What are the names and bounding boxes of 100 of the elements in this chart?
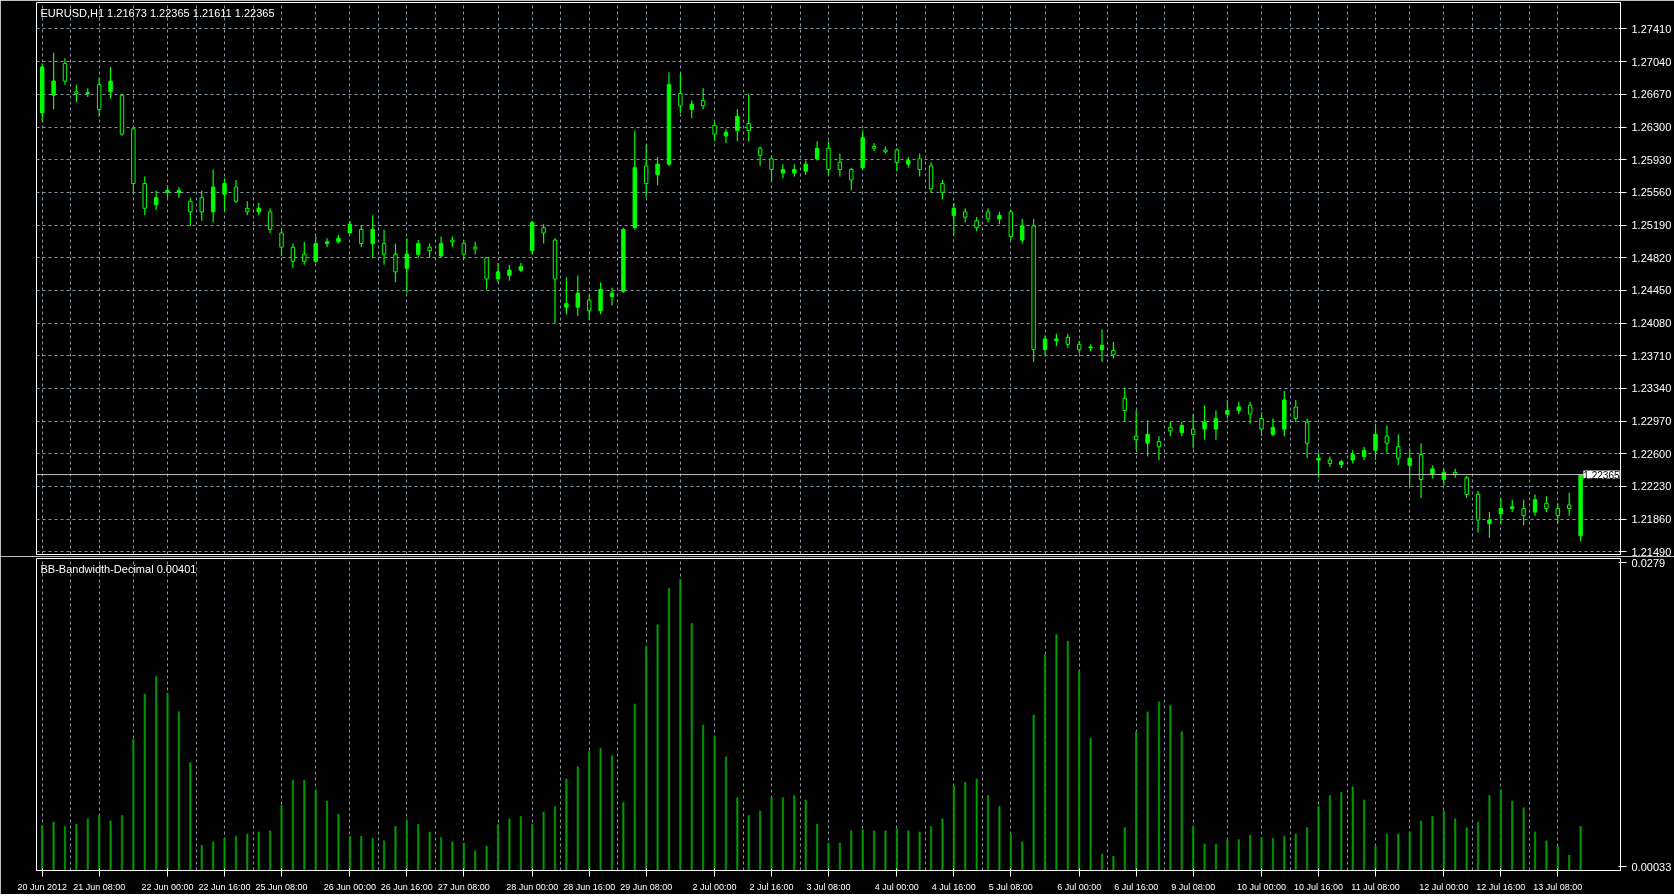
candlestick [1532,493,1538,517]
candlestick [393,243,398,284]
candlestick [951,202,957,236]
candlestick [1225,399,1230,420]
candlestick [1213,409,1219,441]
candlestick [746,92,751,142]
candlestick [1270,417,1276,437]
candlestick [564,276,569,315]
candlestick [313,235,318,264]
candlestick [302,241,307,266]
x-tick-label: 11 Jul 08:00 [1351,881,1400,892]
candlestick [279,228,284,257]
candlestick [894,147,900,172]
x-tick-label: 26 Jun 16:00 [380,881,433,892]
candlestick [222,177,227,213]
y-tick-label: 0.0279 [1631,556,1666,569]
candlestick [575,274,580,317]
candlestick [1498,497,1504,525]
y-tick-label: 1.26670 [1631,88,1672,101]
candlestick [438,235,444,259]
x-tick-label: 25 Jun 08:00 [255,881,308,892]
x-tick-label: 4 Jul 16:00 [931,881,976,892]
candlestick [1373,423,1378,461]
candlestick [1202,404,1207,441]
candlestick [1396,433,1401,466]
candlestick [723,128,729,144]
x-tick-label: 12 Jul 00:00 [1419,881,1469,892]
x-tick-label: 10 Jul 16:00 [1294,881,1344,892]
candlestick [188,197,193,227]
candlestick [1555,502,1561,525]
y-tick-label: 1.21490 [1631,545,1672,558]
candlestick [598,281,603,315]
x-tick-label: 6 Jul 00:00 [1057,881,1102,892]
y-tick-label: 1.23710 [1631,349,1672,362]
candlestick [700,87,706,110]
y-tick-label: 1.25560 [1631,186,1672,199]
y-tick-label: 1.24080 [1631,317,1672,330]
candlestick [1122,386,1127,423]
candlestick [678,73,683,114]
y-tick-label: 1.25930 [1631,153,1672,166]
x-tick-label: 21 Jun 08:00 [73,881,126,892]
candlestick [757,145,763,167]
candlestick [1567,492,1572,517]
candlestick [1316,452,1321,479]
x-tick-label: 5 Jul 08:00 [988,881,1033,892]
candlestick [928,161,934,193]
candlestick [655,156,660,186]
chart-title: EURUSD,H1 1.21673 1.22365 1.21611 1.22365 [40,6,275,19]
candlestick [586,294,592,321]
candlestick [153,190,159,211]
x-tick-label: 22 Jun 16:00 [198,881,251,892]
candlestick [735,108,740,142]
x-tick-label: 26 Jun 00:00 [323,881,376,892]
chart-title: BB-Bandwidth-Decimal 0.00401 [40,562,197,575]
candlestick [643,144,649,199]
candlestick [233,179,239,204]
candlestick [1327,455,1333,468]
candlestick [1145,419,1150,458]
candlestick [62,57,68,86]
candlestick [359,225,364,248]
candlestick [1521,499,1526,526]
y-tick-label: 1.22600 [1631,447,1672,460]
candlestick [370,214,375,259]
y-tick-label: 1.21860 [1631,513,1672,526]
x-tick-label: 9 Jul 08:00 [1171,881,1216,892]
x-tick-label: 10 Jul 00:00 [1237,881,1287,892]
y-tick-label: 1.22970 [1631,415,1672,428]
y-tick-label: 1.25190 [1631,219,1672,232]
y-tick-label: 1.27040 [1631,55,1672,68]
candlestick [176,186,182,199]
x-tick-label: 2 Jul 00:00 [692,881,737,892]
candlestick [51,52,56,110]
candlestick [917,152,922,178]
x-tick-label: 29 Jun 08:00 [620,881,673,892]
candlestick [837,152,843,178]
y-tick-label: 0.00033 [1631,860,1672,873]
candlestick [1487,511,1492,539]
x-tick-label: 22 Jun 00:00 [141,881,194,892]
candlestick [1190,413,1196,450]
candlestick [541,223,546,245]
x-tick-label: 13 Jul 08:00 [1533,881,1583,892]
candlestick [1464,475,1469,499]
candlestick [267,207,273,234]
candlestick [712,121,717,142]
candlestick [609,287,615,307]
candlestick [1384,424,1390,454]
candlestick [826,140,831,176]
candlestick [404,237,410,294]
candlestick [1247,401,1253,425]
candlestick [1259,411,1264,437]
candlestick [1133,409,1139,451]
candlestick [324,237,330,248]
x-tick-label: 4 Jul 00:00 [874,881,919,892]
y-tick-label: 1.24820 [1631,251,1672,264]
x-tick-label: 28 Jun 16:00 [563,881,616,892]
candlestick [1304,417,1310,459]
x-tick-label: 3 Jul 08:00 [806,881,851,892]
y-tick-label: 1.27410 [1631,23,1672,35]
candlestick [1407,447,1412,487]
x-tick-label: 6 Jul 16:00 [1114,881,1159,892]
